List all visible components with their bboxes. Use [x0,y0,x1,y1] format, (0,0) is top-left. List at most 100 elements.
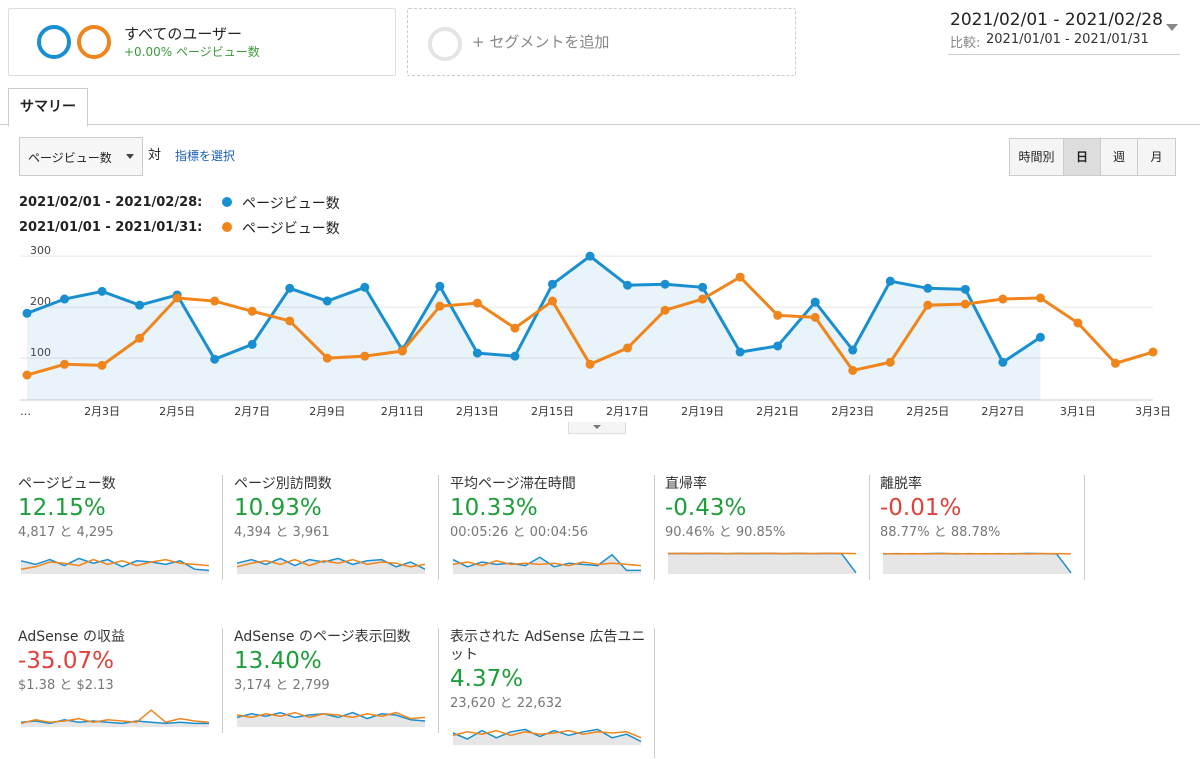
point [773,341,783,351]
y-tick-label: 100 [30,346,51,359]
point [472,348,482,358]
x-tick-label: 2月11日 [381,405,424,418]
metric-change: 12.15% [18,495,106,521]
collapse-handle[interactable] [568,422,626,434]
collapse-arrow [593,425,601,429]
point [210,296,220,306]
metric-title: 離脱率 [880,476,922,492]
metric-compare: 88.77% と 88.78% [880,525,1001,540]
point [585,251,595,261]
x-tick-label: 2月7日 [234,405,270,418]
metric-select[interactable]: ページビュー数 [19,137,143,176]
metric-compare: 4,817 と 4,295 [18,525,114,540]
point [172,293,182,303]
point [22,370,32,380]
metric-title: AdSense の収益 [18,629,125,645]
metric-tile: 離脱率 -0.01% 88.77% と 88.78% [880,475,1084,605]
metric-change: -0.43% [665,495,747,521]
select-metric[interactable]: 指標を選択 [175,149,236,163]
add-segment[interactable]: + セグメントを追加 [407,8,796,76]
point [547,279,557,289]
period-button[interactable]: 週 [1100,138,1138,176]
separator [654,475,655,580]
tab[interactable]: サマリー [8,88,88,127]
date-picker[interactable]: 2021/02/01 - 2021/02/28 比較: 2021/01/01 -… [948,10,1180,55]
point [660,305,670,315]
point [623,343,633,353]
spark-area [453,729,641,745]
compare-range: 2021/01/01 - 2021/01/31 [986,32,1149,47]
metric-tile: ページ別訪問数 10.93% 4,394 と 3,961 [234,475,438,605]
x-tick-label: 2月17日 [606,405,649,418]
sparkline [20,709,210,727]
point [848,345,858,355]
metric-change: -0.01% [880,495,962,521]
point [960,299,970,309]
metric-label: ページビュー数 [28,151,112,165]
point [923,283,933,293]
point [698,282,708,292]
sparkline [882,552,1072,574]
point [585,359,595,369]
x-tick-label: 3月3日 [1135,405,1171,418]
point [397,346,407,356]
point [1110,358,1120,368]
metric-change: 4.37% [450,666,524,692]
period-button[interactable]: 月 [1137,138,1176,176]
point [885,357,895,367]
area [27,256,1041,400]
point [660,279,670,289]
point [135,333,145,343]
legend-range: 2021/01/01 - 2021/01/31: [19,220,203,235]
point [247,339,257,349]
point [360,282,370,292]
x-tick-label: 2月21日 [756,405,799,418]
point [698,294,708,304]
metric-change: 13.40% [234,648,322,674]
separator [438,628,439,733]
point [135,300,145,310]
metric-change: 10.93% [234,495,322,521]
spark-line [452,560,642,567]
point [1035,332,1045,342]
point [735,272,745,282]
separator [654,628,655,758]
segment-icon [428,27,462,61]
segment-box[interactable]: すべてのユーザー +0.00% ページビュー数 [8,8,396,76]
sparkline [20,557,210,574]
x-tick-label: 2月25日 [906,405,949,418]
x-tick-label: 2月23日 [831,405,874,418]
x-tick-label: 2月3日 [84,405,120,418]
legend-dot [222,222,232,232]
metric-compare: $1.38 と $2.13 [18,678,114,693]
metric-tile: 平均ページ滞在時間 10.33% 00:05:26 と 00:04:56 [450,475,654,605]
point [885,276,895,286]
period-button[interactable]: 時間別 [1009,138,1064,176]
point [848,365,858,375]
spark-line [236,558,426,568]
sparkline [667,552,857,574]
period-button[interactable]: 日 [1063,138,1101,176]
metric-title: 直帰率 [665,476,707,492]
point [435,301,445,311]
y-tick-label: 300 [30,244,51,257]
point [998,357,1008,367]
vs-label: 対 [148,148,162,163]
point [322,296,332,306]
spark-line [236,711,426,722]
point [322,353,332,363]
point [247,306,257,316]
sparkline [236,557,426,574]
spark-line [236,711,426,720]
metric-tile: AdSense のページ表示回数 13.40% 3,174 と 2,799 [234,628,438,758]
spark-area [668,553,856,574]
x-tick-label: 2月9日 [309,405,345,418]
segment-title: すべてのユーザー [124,25,243,43]
metric-tile: 直帰率 -0.43% 90.46% と 90.85% [665,475,869,605]
spark-line [236,557,426,570]
metric-compare: 23,620 と 22,632 [450,696,563,711]
point [773,310,783,320]
point [810,297,820,307]
point [623,280,633,290]
